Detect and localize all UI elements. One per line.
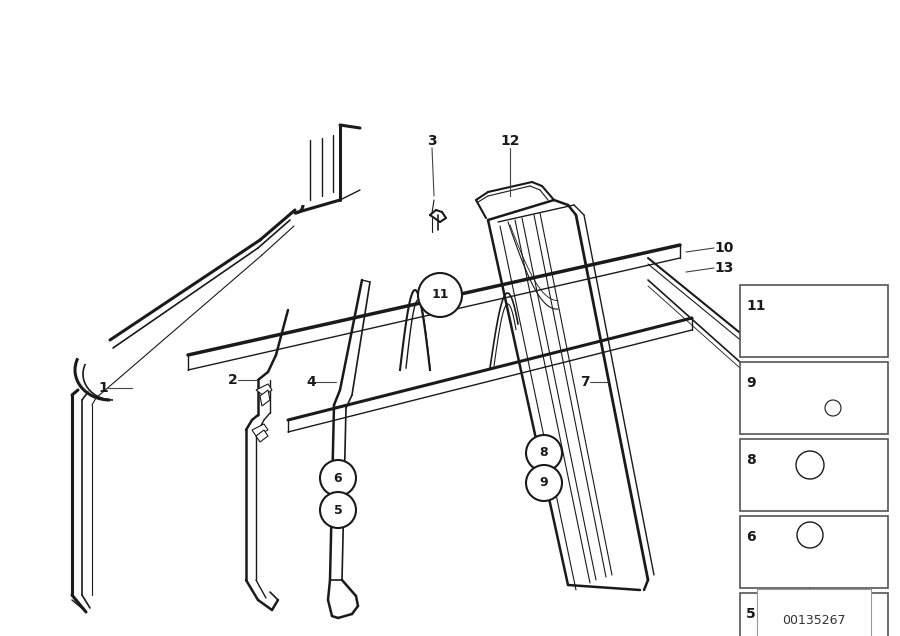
Polygon shape <box>256 430 268 442</box>
Text: 10: 10 <box>714 241 734 255</box>
Text: 6: 6 <box>746 530 756 544</box>
FancyBboxPatch shape <box>740 362 888 434</box>
Polygon shape <box>260 390 270 406</box>
Polygon shape <box>256 384 272 396</box>
Text: 8: 8 <box>746 453 756 467</box>
Text: 11: 11 <box>746 299 766 313</box>
FancyBboxPatch shape <box>740 516 888 588</box>
Text: 3: 3 <box>428 134 436 148</box>
Polygon shape <box>252 424 268 436</box>
Text: 11: 11 <box>431 289 449 301</box>
Circle shape <box>418 273 462 317</box>
FancyBboxPatch shape <box>740 593 888 636</box>
Text: 5: 5 <box>334 504 342 516</box>
Text: 2: 2 <box>229 373 238 387</box>
Text: 8: 8 <box>540 446 548 459</box>
Text: 4: 4 <box>306 375 316 389</box>
Circle shape <box>320 460 356 496</box>
Text: 13: 13 <box>714 261 734 275</box>
Text: 7: 7 <box>580 375 590 389</box>
Circle shape <box>526 435 562 471</box>
FancyBboxPatch shape <box>740 285 888 357</box>
Text: 12: 12 <box>500 134 520 148</box>
Circle shape <box>320 492 356 528</box>
Circle shape <box>526 465 562 501</box>
Text: 6: 6 <box>334 471 342 485</box>
Text: 9: 9 <box>540 476 548 490</box>
Text: 9: 9 <box>746 376 756 390</box>
FancyBboxPatch shape <box>740 439 888 511</box>
Text: 00135267: 00135267 <box>782 614 846 626</box>
Text: 1: 1 <box>98 381 108 395</box>
Text: 5: 5 <box>746 607 756 621</box>
